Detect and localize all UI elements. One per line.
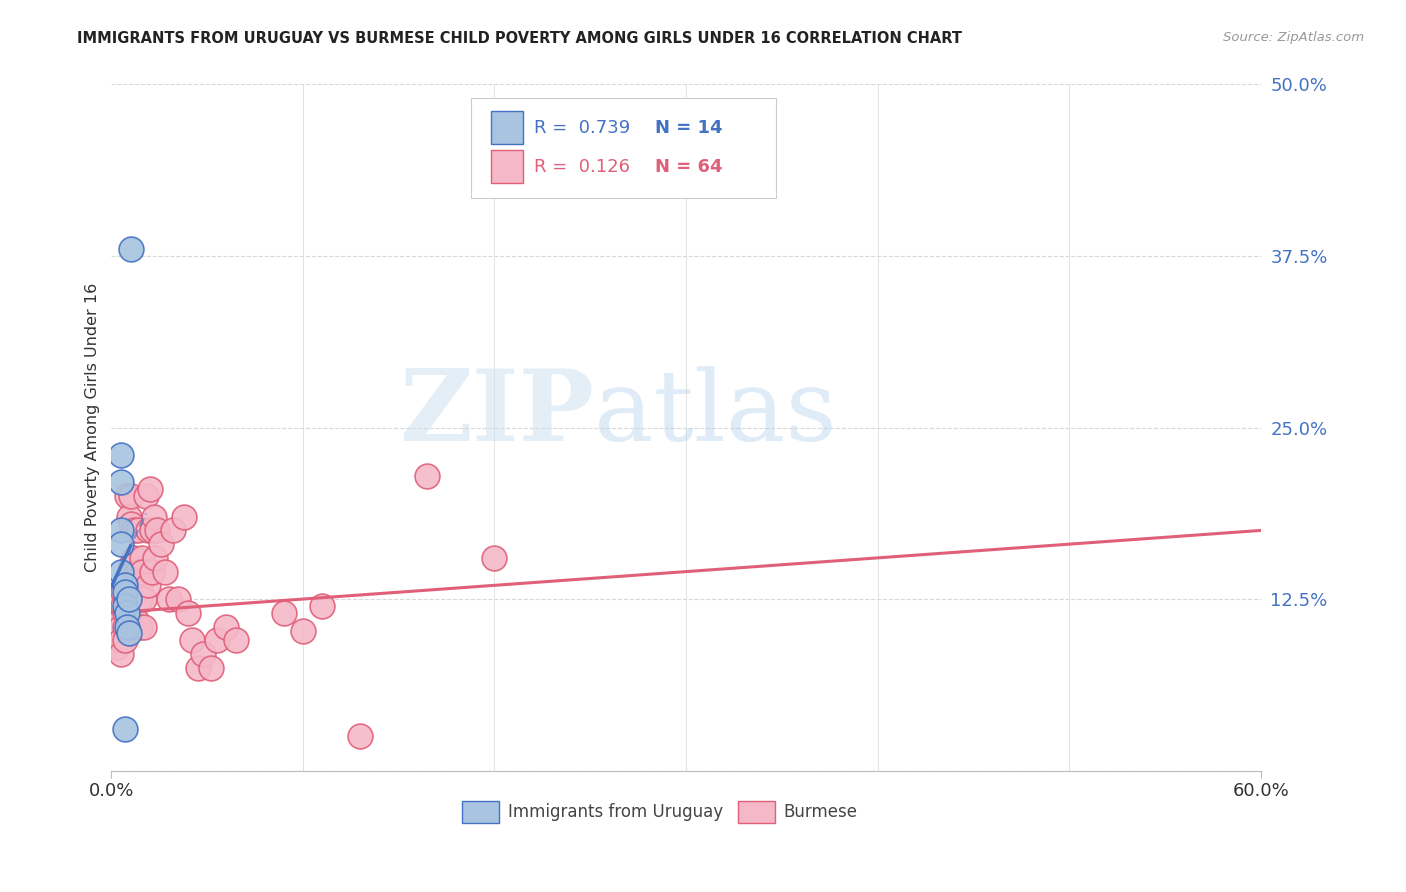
- Text: atlas: atlas: [595, 366, 837, 462]
- Point: [120, 489, 142, 503]
- Point: [121, 619, 143, 633]
- Point: [205, 633, 228, 648]
- Point: [132, 619, 155, 633]
- Point: [129, 578, 152, 592]
- Point: [114, 585, 136, 599]
- Point: [311, 599, 333, 613]
- Point: [129, 619, 152, 633]
- FancyBboxPatch shape: [463, 802, 499, 823]
- Point: [115, 489, 138, 503]
- Point: [125, 565, 148, 579]
- Point: [120, 516, 142, 531]
- FancyBboxPatch shape: [491, 151, 523, 183]
- Text: R =  0.739: R = 0.739: [534, 119, 630, 136]
- Point: [145, 550, 167, 565]
- Point: [110, 565, 132, 579]
- Point: [177, 606, 200, 620]
- Point: [131, 565, 153, 579]
- Point: [187, 661, 209, 675]
- Point: [138, 483, 160, 497]
- Point: [110, 537, 132, 551]
- Point: [131, 550, 153, 565]
- Point: [120, 558, 142, 572]
- Point: [273, 606, 295, 620]
- Point: [125, 613, 148, 627]
- Point: [162, 524, 184, 538]
- Point: [110, 448, 132, 462]
- Point: [136, 578, 159, 592]
- Point: [127, 565, 149, 579]
- Point: [114, 723, 136, 737]
- Point: [120, 242, 142, 256]
- Point: [105, 626, 128, 640]
- Point: [215, 619, 238, 633]
- FancyBboxPatch shape: [491, 112, 523, 145]
- Point: [180, 633, 202, 648]
- Point: [125, 585, 148, 599]
- Text: Source: ZipAtlas.com: Source: ZipAtlas.com: [1223, 31, 1364, 45]
- Text: R =  0.126: R = 0.126: [534, 158, 630, 176]
- Point: [114, 619, 136, 633]
- Point: [111, 585, 134, 599]
- Point: [416, 468, 439, 483]
- Point: [114, 599, 136, 613]
- Point: [108, 606, 131, 620]
- Point: [200, 661, 222, 675]
- Y-axis label: Child Poverty Among Girls Under 16: Child Poverty Among Girls Under 16: [86, 283, 100, 572]
- Text: IMMIGRANTS FROM URUGUAY VS BURMESE CHILD POVERTY AMONG GIRLS UNDER 16 CORRELATIO: IMMIGRANTS FROM URUGUAY VS BURMESE CHILD…: [77, 31, 962, 46]
- Point: [141, 524, 163, 538]
- Text: N = 14: N = 14: [655, 119, 723, 136]
- Point: [153, 565, 176, 579]
- Point: [146, 524, 169, 538]
- Point: [225, 633, 247, 648]
- Point: [115, 619, 138, 633]
- Text: Burmese: Burmese: [783, 803, 858, 821]
- Point: [121, 578, 143, 592]
- Point: [136, 524, 159, 538]
- Point: [150, 537, 173, 551]
- Point: [111, 599, 134, 613]
- Point: [110, 619, 132, 633]
- Text: ZIP: ZIP: [399, 366, 595, 462]
- Point: [135, 489, 157, 503]
- Point: [114, 633, 136, 648]
- Point: [105, 640, 128, 654]
- Point: [157, 592, 180, 607]
- Point: [124, 524, 146, 538]
- Text: N = 64: N = 64: [655, 158, 723, 176]
- Text: Immigrants from Uruguay: Immigrants from Uruguay: [508, 803, 723, 821]
- Point: [110, 647, 132, 661]
- Point: [118, 509, 141, 524]
- Point: [118, 585, 141, 599]
- Point: [114, 578, 136, 592]
- Point: [118, 626, 141, 640]
- Point: [115, 606, 138, 620]
- Point: [141, 565, 163, 579]
- Point: [484, 550, 506, 565]
- Point: [132, 592, 155, 607]
- Point: [127, 524, 149, 538]
- Point: [129, 592, 152, 607]
- Point: [110, 475, 132, 490]
- Point: [110, 633, 132, 648]
- Point: [118, 592, 141, 607]
- Point: [118, 619, 141, 633]
- Point: [291, 624, 314, 638]
- Point: [167, 592, 190, 607]
- Point: [105, 599, 128, 613]
- Point: [193, 647, 215, 661]
- FancyBboxPatch shape: [738, 802, 775, 823]
- Point: [114, 606, 136, 620]
- Point: [124, 550, 146, 565]
- FancyBboxPatch shape: [471, 98, 776, 198]
- Point: [349, 729, 371, 743]
- Point: [173, 509, 195, 524]
- Point: [110, 524, 132, 538]
- Point: [142, 509, 165, 524]
